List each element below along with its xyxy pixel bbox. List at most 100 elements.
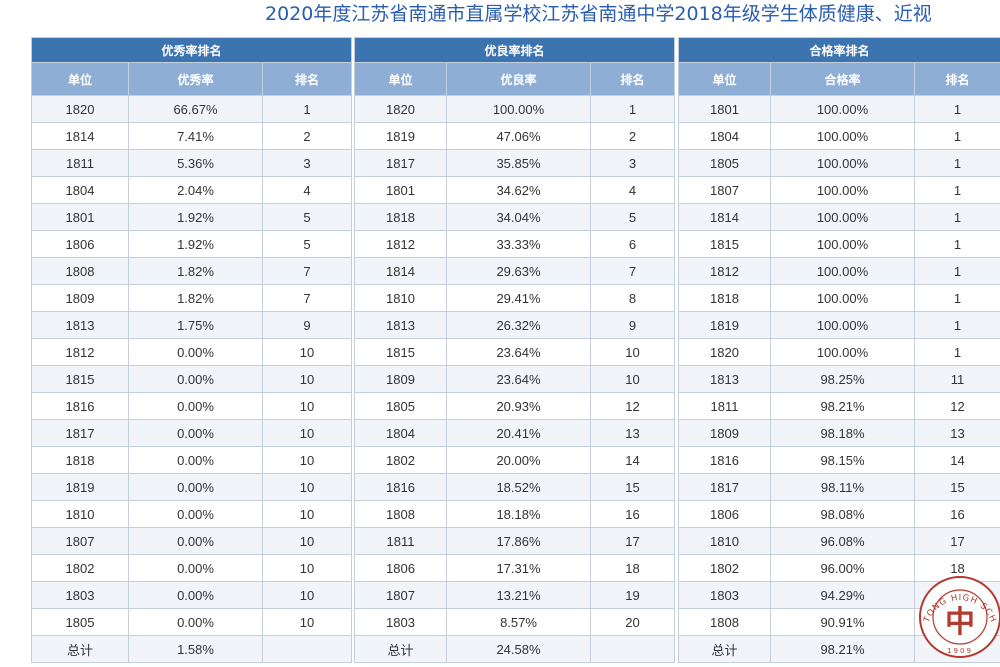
table-row: 1814 100.00% 1 [678,203,1000,231]
unit-cell: 1814 [31,122,129,150]
table-row: 1803 8.57% 20 [354,608,676,636]
rank-cell: 10 [261,419,353,447]
table-row: 1819 0.00% 10 [31,473,353,501]
unit-cell: 1815 [354,338,447,366]
table-row: 1805 0.00% 10 [31,608,353,636]
rate-cell: 20.93% [446,392,591,420]
rate-cell: 8.57% [446,608,591,636]
rate-cell: 100.00% [770,149,915,177]
unit-cell: 1820 [354,95,447,123]
table-row: 1804 20.41% 13 [354,419,676,447]
rank-cell: 1 [913,149,1000,177]
rate-cell: 2.04% [128,176,263,204]
rank-cell: 1 [913,230,1000,258]
rank-cell: 12 [913,392,1000,420]
unit-cell: 1808 [354,500,447,528]
table-title: 优良率排名 [353,37,676,63]
unit-cell: 1812 [354,230,447,258]
unit-cell: 1804 [354,419,447,447]
rank-cell: 10 [261,338,353,366]
unit-cell: 1803 [31,581,129,609]
unit-cell: 1812 [31,338,129,366]
unit-cell: 1801 [354,176,447,204]
rate-cell: 0.00% [128,554,263,582]
table-row: 1803 0.00% 10 [31,581,353,609]
table-row: 1820 66.67% 1 [31,95,353,123]
rank-cell: 5 [589,203,676,231]
total-label: 总计 [678,635,771,663]
rate-cell: 20.00% [446,446,591,474]
table-row: 1812 100.00% 1 [678,257,1000,285]
rank-cell: 5 [261,203,353,231]
total-label: 总计 [31,635,129,663]
column-header-unit: 单位 [31,62,129,96]
table-row: 1818 0.00% 10 [31,446,353,474]
table-row: 1811 98.21% 12 [678,392,1000,420]
rate-cell: 34.04% [446,203,591,231]
unit-cell: 1813 [678,365,771,393]
rank-cell: 14 [913,446,1000,474]
table-row: 1818 34.04% 5 [354,203,676,231]
unit-cell: 1817 [678,473,771,501]
rank-cell: 18 [589,554,676,582]
rate-cell: 0.00% [128,419,263,447]
unit-cell: 1818 [354,203,447,231]
rank-cell: 16 [589,500,676,528]
table-row: 1802 20.00% 14 [354,446,676,474]
unit-cell: 1808 [31,257,129,285]
table-row: 1813 26.32% 9 [354,311,676,339]
total-label: 总计 [354,635,447,663]
total-rate: 24.58% [446,635,591,663]
rate-cell: 1.92% [128,203,263,231]
rate-cell: 96.08% [770,527,915,555]
rank-cell: 9 [589,311,676,339]
unit-cell: 1818 [678,284,771,312]
table-row: 1802 0.00% 10 [31,554,353,582]
unit-cell: 1816 [678,446,771,474]
total-rank [261,635,353,663]
rate-cell: 26.32% [446,311,591,339]
table-row: 1805 100.00% 1 [678,149,1000,177]
unit-cell: 1820 [678,338,771,366]
table-row: 1801 34.62% 4 [354,176,676,204]
rank-cell: 15 [913,473,1000,501]
table-row: 1813 98.25% 11 [678,365,1000,393]
column-header-rank: 排名 [261,62,353,96]
rank-cell: 1 [261,95,353,123]
unit-cell: 1805 [31,608,129,636]
column-header-rank: 排名 [589,62,676,96]
unit-cell: 1805 [354,392,447,420]
total-rate: 98.21% [770,635,915,663]
column-header-unit: 单位 [678,62,771,96]
column-header-unit: 单位 [354,62,447,96]
rank-cell: 17 [589,527,676,555]
table-row: 1807 0.00% 10 [31,527,353,555]
table-row: 1801 100.00% 1 [678,95,1000,123]
table-title: 优秀率排名 [30,37,353,63]
table-row: 1814 29.63% 7 [354,257,676,285]
rate-cell: 100.00% [770,257,915,285]
rank-cell: 10 [261,365,353,393]
total-row: 总计 24.58% [354,635,676,663]
rank-cell: 17 [913,527,1000,555]
unit-cell: 1801 [678,95,771,123]
rate-cell: 7.41% [128,122,263,150]
table-row: 1805 20.93% 12 [354,392,676,420]
rate-cell: 0.00% [128,500,263,528]
table-row: 1819 100.00% 1 [678,311,1000,339]
rank-cell: 10 [261,392,353,420]
unit-cell: 1807 [678,176,771,204]
unit-cell: 1810 [678,527,771,555]
table-row: 1814 7.41% 2 [31,122,353,150]
table-row: 1813 1.75% 9 [31,311,353,339]
rank-cell: 7 [261,284,353,312]
pass-rate-table: 合格率排名 单位 合格率 排名 1801 100.00% 1 1804 100.00% 1… [677,37,1000,663]
table-row: 1809 98.18% 13 [678,419,1000,447]
table-row: 1806 1.92% 5 [31,230,353,258]
rank-cell: 1 [913,176,1000,204]
rank-cell: 10 [261,500,353,528]
table-row: 1820 100.00% 1 [354,95,676,123]
rate-cell: 17.86% [446,527,591,555]
rank-cell: 3 [261,149,353,177]
unit-cell: 1814 [354,257,447,285]
